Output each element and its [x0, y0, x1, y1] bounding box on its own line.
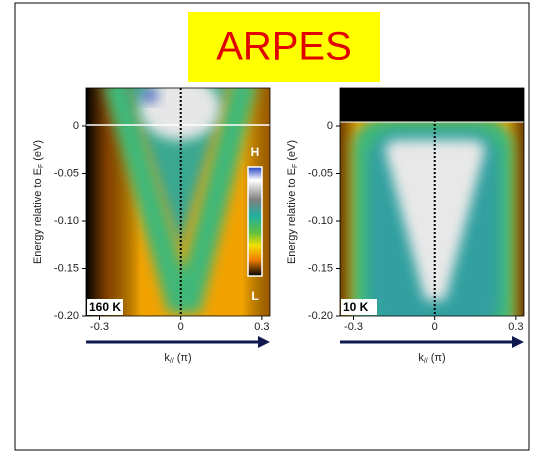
y-label-main: Energy relative to E: [286, 168, 298, 264]
title-box: [188, 12, 380, 82]
x-tick-label: -0.3: [90, 321, 109, 333]
colorbar-low: L: [251, 289, 258, 303]
title: ARPES: [216, 25, 352, 69]
y-label-main: Energy relative to E: [32, 168, 44, 264]
x-label-main: k: [418, 352, 424, 364]
y-tick-label: -0.10: [308, 215, 333, 227]
x-label-main: k: [164, 352, 170, 364]
y-label-unit: (eV): [286, 140, 298, 161]
k-axis-arrowhead: [512, 336, 524, 348]
plot-frame: [339, 87, 525, 317]
y-tick-label: -0.15: [308, 262, 333, 274]
x-tick-label: 0: [432, 321, 438, 333]
y-label-unit: (eV): [32, 140, 44, 161]
temperature-box: [341, 299, 377, 315]
x-label-unit: (π): [177, 352, 192, 364]
y-tick-label: 0: [327, 120, 333, 132]
y-tick-label: -0.10: [54, 215, 79, 227]
y-label-sub: F: [38, 164, 45, 168]
y-axis-label: Energy relative to EF (eV): [286, 140, 299, 264]
x-tick-label: 0.3: [254, 321, 269, 333]
intensity-map: [86, 88, 270, 316]
intensity-map: [340, 88, 524, 316]
temperature-label: 160 K: [89, 300, 121, 314]
y-tick-label: -0.20: [308, 310, 333, 322]
colorbar-high: H: [251, 145, 260, 159]
temperature-label: 10 K: [343, 300, 369, 314]
y-tick-label: 0: [73, 120, 79, 132]
y-tick-label: -0.20: [54, 310, 79, 322]
x-label-unit: (π): [431, 352, 446, 364]
slide-frame: [14, 2, 530, 451]
y-tick-label: -0.15: [54, 262, 79, 274]
x-label-sub: //: [424, 358, 428, 365]
k-axis-arrowhead: [258, 336, 270, 348]
x-tick-label: 0.3: [508, 321, 523, 333]
x-axis-label: k//(π): [164, 352, 191, 365]
colorbar: [247, 166, 263, 277]
y-axis-label: Energy relative to EF (eV): [32, 140, 45, 264]
y-label-sub: F: [292, 164, 299, 168]
y-tick-label: -0.05: [54, 167, 79, 179]
x-axis-label: k//(π): [418, 352, 445, 365]
y-tick-label: -0.05: [308, 167, 333, 179]
temperature-box: [87, 299, 123, 315]
x-label-sub: //: [170, 358, 174, 365]
x-tick-label: -0.3: [344, 321, 363, 333]
x-tick-label: 0: [178, 321, 184, 333]
plot-frame: [85, 87, 271, 317]
